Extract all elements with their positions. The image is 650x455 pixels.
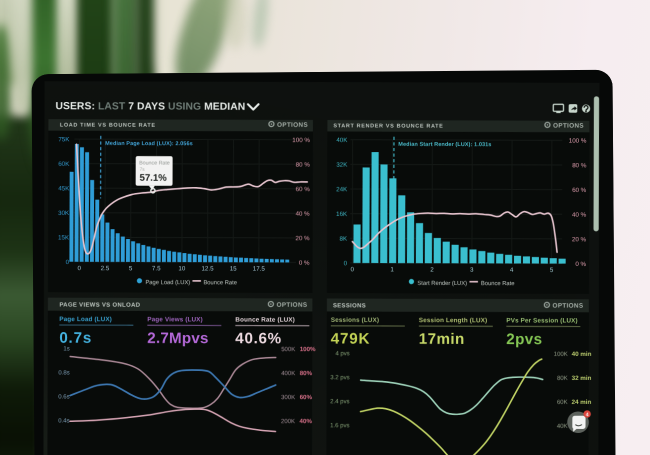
svg-text:0.7s: 0.7s (59, 330, 92, 347)
svg-text:24 min: 24 min (572, 399, 592, 406)
svg-text:Start Render (LUX): Start Render (LUX) (417, 281, 467, 287)
svg-text:0.8s: 0.8s (58, 370, 69, 376)
svg-text:1.6 pvs: 1.6 pvs (330, 423, 349, 429)
svg-text:60K: 60K (557, 400, 568, 406)
svg-text:15: 15 (230, 266, 237, 273)
svg-text:Bounce Rate: Bounce Rate (203, 280, 237, 286)
svg-text:0: 0 (344, 260, 348, 267)
svg-text:100 %: 100 % (569, 138, 587, 145)
svg-text:OPTIONS: OPTIONS (552, 303, 583, 310)
svg-text:Median Start Render (LUX): 1.0: Median Start Render (LUX): 1.031s (398, 142, 491, 148)
svg-text:20 %: 20 % (572, 236, 587, 243)
svg-text:Bounce Rate (LUX): Bounce Rate (LUX) (235, 317, 295, 324)
svg-text:20 %: 20 % (295, 235, 310, 242)
svg-text:400K: 400K (281, 371, 295, 377)
svg-text:LOAD TIME VS BOUNCE RATE: LOAD TIME VS BOUNCE RATE (60, 123, 156, 129)
svg-text:0: 0 (351, 266, 355, 273)
svg-text:15K: 15K (58, 234, 70, 241)
svg-text:16K: 16K (336, 211, 348, 218)
svg-text:40 %: 40 % (572, 212, 587, 219)
svg-text:2: 2 (430, 267, 434, 274)
svg-text:40 min: 40 min (572, 351, 592, 358)
svg-text:60 %: 60 % (572, 187, 587, 194)
svg-text:4 pvs: 4 pvs (335, 351, 349, 357)
svg-text:0 %: 0 % (575, 261, 586, 268)
svg-text:SESSIONS: SESSIONS (333, 303, 366, 309)
svg-text:32 min: 32 min (572, 375, 592, 382)
svg-text:32K: 32K (336, 162, 348, 169)
svg-text:40 %: 40 % (296, 211, 311, 218)
svg-text:USERS: LAST 7 DAYS USING MEDIA: USERS: LAST 7 DAYS USING MEDIAN (55, 101, 245, 113)
svg-text:OPTIONS: OPTIONS (277, 302, 308, 309)
svg-text:8K: 8K (339, 236, 347, 243)
svg-text:2pvs: 2pvs (506, 331, 542, 348)
svg-text:0.6s: 0.6s (58, 394, 69, 400)
svg-text:80 %: 80 % (572, 162, 587, 169)
svg-text:75K: 75K (58, 136, 70, 143)
svg-text:4: 4 (586, 412, 589, 418)
svg-text:17.5: 17.5 (253, 266, 266, 273)
svg-text:57.1%: 57.1% (140, 173, 168, 184)
svg-text:Median Page Load (LUX): 2.056s: Median Page Load (LUX): 2.056s (105, 141, 193, 147)
svg-text:Page Load (LUX): Page Load (LUX) (145, 280, 190, 286)
svg-text:60%: 60% (300, 394, 313, 401)
svg-text:500K: 500K (281, 347, 295, 353)
svg-text:2.5: 2.5 (101, 265, 110, 272)
svg-text:7s: 7s (140, 167, 146, 173)
svg-text:80 %: 80 % (296, 162, 311, 169)
svg-text:0: 0 (78, 265, 82, 272)
svg-text:Session Length (LUX): Session Length (LUX) (419, 317, 487, 324)
svg-text:0: 0 (66, 259, 70, 266)
svg-text:0.4s: 0.4s (58, 418, 69, 424)
svg-text:3.2 pvs: 3.2 pvs (330, 375, 349, 381)
svg-text:10: 10 (178, 265, 185, 272)
svg-text:2.4 pvs: 2.4 pvs (330, 399, 349, 405)
svg-text:479K: 479K (331, 331, 371, 348)
svg-text:Bounce Rate: Bounce Rate (139, 160, 170, 166)
svg-text:40.6%: 40.6% (235, 330, 282, 347)
svg-text:5: 5 (129, 265, 133, 272)
svg-text:300K: 300K (281, 395, 295, 401)
svg-text:1: 1 (390, 266, 394, 273)
svg-text:40K: 40K (557, 424, 568, 430)
svg-text:40K: 40K (336, 137, 348, 144)
svg-text:40%: 40% (300, 418, 313, 425)
svg-text:60 %: 60 % (296, 186, 311, 193)
svg-text:80%: 80% (300, 370, 313, 377)
svg-text:OPTIONS: OPTIONS (553, 123, 584, 130)
svg-text:100K: 100K (554, 352, 568, 358)
svg-text:1s: 1s (63, 346, 69, 352)
svg-text:24K: 24K (336, 186, 348, 193)
svg-text:200K: 200K (281, 419, 295, 425)
svg-text:0 %: 0 % (299, 260, 310, 267)
svg-text:Sessions (LUX): Sessions (LUX) (331, 317, 379, 324)
svg-text:OPTIONS: OPTIONS (277, 122, 308, 129)
svg-text:5: 5 (550, 267, 554, 274)
svg-text:Page Load (LUX): Page Load (LUX) (59, 316, 112, 323)
svg-text:7.5: 7.5 (152, 265, 161, 272)
svg-text:3: 3 (470, 267, 474, 274)
svg-text:45K: 45K (58, 185, 70, 192)
svg-text:Page Views (LUX): Page Views (LUX) (147, 316, 203, 323)
svg-text:30K: 30K (58, 210, 70, 217)
svg-text:PVs Per Session (LUX): PVs Per Session (LUX) (506, 317, 577, 324)
svg-text:100%: 100% (300, 346, 316, 353)
svg-text:2.7Mpvs: 2.7Mpvs (147, 330, 208, 347)
svg-text:80K: 80K (557, 376, 568, 382)
svg-text:60K: 60K (58, 161, 70, 168)
svg-text:4: 4 (510, 267, 514, 274)
svg-text:17min: 17min (419, 331, 465, 348)
svg-text:12.5: 12.5 (202, 265, 215, 272)
svg-text:START RENDER VS BOUNCE RATE: START RENDER VS BOUNCE RATE (333, 123, 443, 129)
svg-text:PAGE VIEWS VS ONLOAD: PAGE VIEWS VS ONLOAD (59, 303, 140, 309)
svg-text:Bounce Rate: Bounce Rate (481, 281, 515, 287)
svg-text:100 %: 100 % (292, 137, 310, 144)
